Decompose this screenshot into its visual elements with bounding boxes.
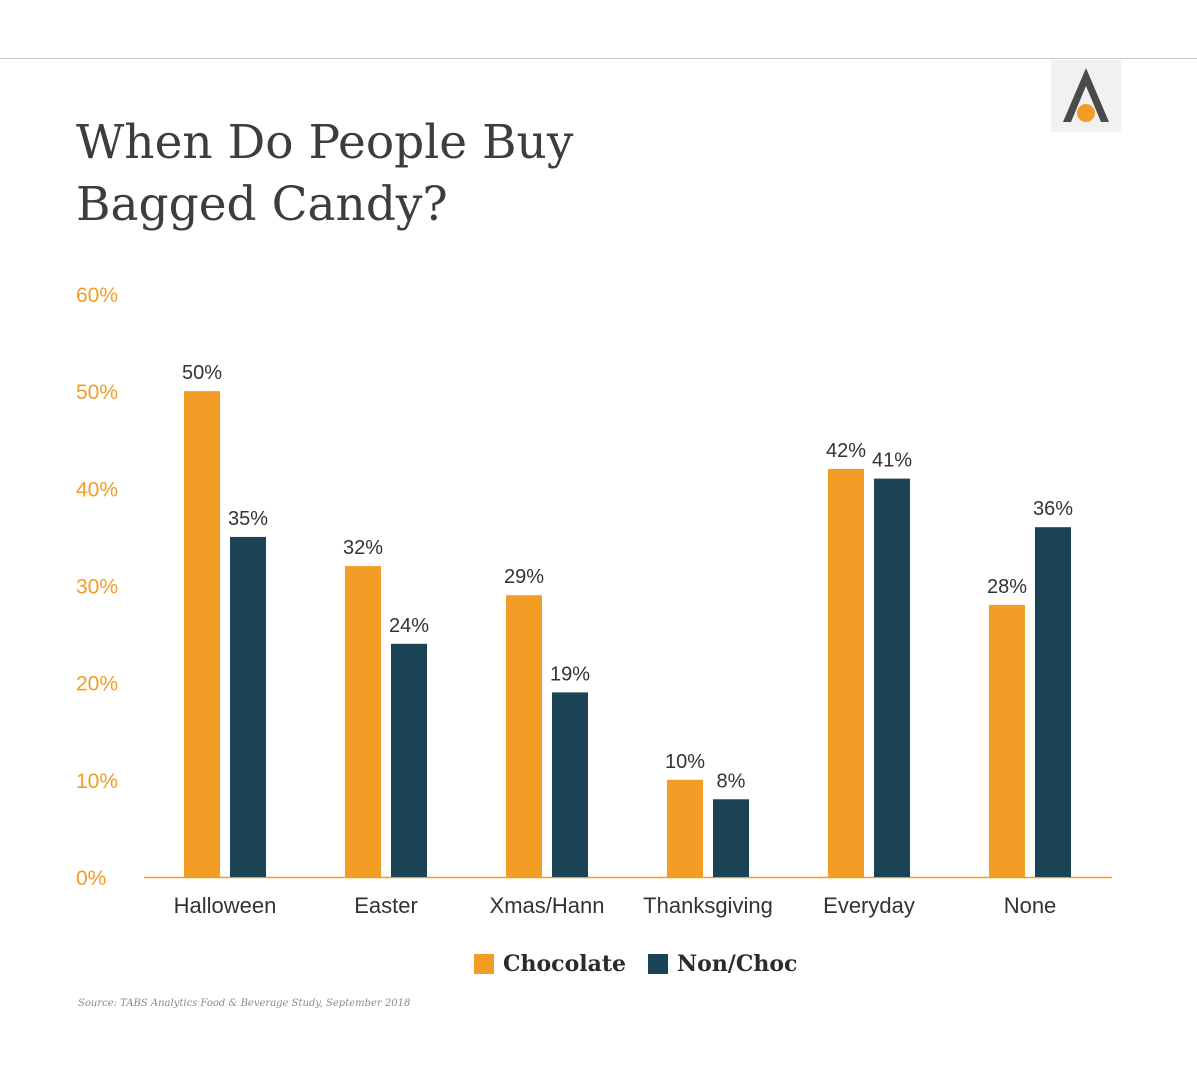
data-labels-group: 50% 35% 32% 24% 29% 19% 10% 8% 42% 41% 28% 36% — [182, 362, 1073, 792]
y-tick-label: 40% — [76, 478, 118, 501]
bar-chocolate — [184, 391, 220, 877]
bar-non-choc — [391, 643, 427, 877]
y-tick-label: 10% — [76, 770, 118, 793]
chart-title: When Do People Buy Bagged Candy? — [76, 112, 776, 236]
legend-label-non-choc: Non/Choc — [677, 951, 798, 977]
bar-non-choc — [1035, 527, 1071, 877]
legend-label-chocolate: Chocolate — [503, 951, 627, 977]
x-tick-label: Xmas/Hann — [490, 893, 605, 918]
x-tick-label: Halloween — [174, 893, 277, 918]
y-tick-label: 20% — [76, 673, 118, 696]
data-label: 50% — [182, 362, 222, 384]
x-axis: Halloween Easter Xmas/Hann Thanksgiving Ever… — [174, 893, 1057, 918]
bar-non-choc — [713, 799, 749, 877]
data-label: 32% — [343, 537, 383, 559]
y-tick-label: 30% — [76, 576, 118, 599]
top-divider — [0, 58, 1197, 59]
bar-chocolate — [667, 779, 703, 877]
x-tick-label: Everyday — [823, 893, 915, 918]
y-tick-label: 0% — [76, 867, 106, 890]
bar-non-choc — [552, 692, 588, 877]
bar-chocolate — [345, 566, 381, 877]
legend-item-chocolate: Chocolate — [474, 951, 626, 977]
bar-chocolate — [828, 468, 864, 877]
data-label: 41% — [872, 450, 912, 472]
data-label: 24% — [389, 615, 429, 637]
y-tick-label: 60% — [76, 284, 118, 307]
legend: Chocolate Non/Choc — [474, 948, 819, 980]
data-label: 19% — [550, 663, 590, 685]
data-label: 35% — [228, 508, 268, 530]
bar-non-choc — [230, 536, 266, 877]
data-label: 10% — [665, 751, 705, 773]
bar-non-choc — [874, 478, 910, 877]
legend-item-non-choc: Non/Choc — [648, 951, 797, 977]
data-label: 29% — [504, 566, 544, 588]
data-label: 42% — [826, 440, 866, 462]
x-tick-label: Easter — [354, 893, 418, 918]
source-note: Source: TABS Analytics Food & Beverage S… — [78, 998, 411, 1009]
y-axis: 0% 10% 20% 30% 40% 50% 60% — [76, 284, 1112, 890]
legend-swatch-chocolate — [474, 954, 494, 974]
bar-chocolate — [506, 595, 542, 877]
data-label: 36% — [1033, 498, 1073, 520]
bar-chocolate — [989, 604, 1025, 877]
y-tick-label: 50% — [76, 381, 118, 404]
chart-title-line-1: When Do People Buy — [76, 115, 574, 170]
data-label: 28% — [987, 576, 1027, 598]
brand-logo — [1051, 60, 1121, 132]
x-tick-label: None — [1004, 893, 1057, 918]
legend-swatch-non-choc — [648, 954, 669, 974]
letter-a-logo-icon — [1063, 68, 1109, 122]
x-tick-label: Thanksgiving — [643, 893, 773, 918]
data-label: 8% — [717, 770, 746, 792]
bars-group — [184, 391, 1071, 877]
chart-title-line-2: Bagged Candy? — [76, 177, 448, 232]
